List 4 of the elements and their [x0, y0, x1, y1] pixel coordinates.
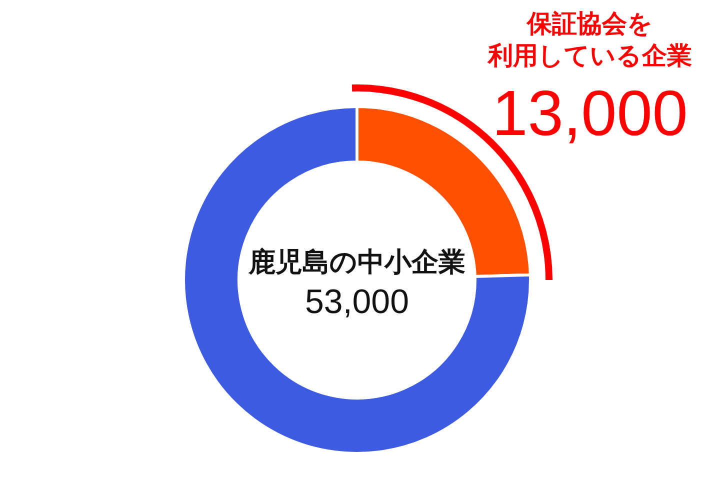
text: 鹿児島の中小企業 — [247, 246, 466, 280]
slice-label: 保証協会を利用している企業 — [486, 8, 693, 72]
text: 53,000 — [304, 282, 410, 322]
data-label: 13,000 — [491, 77, 689, 149]
